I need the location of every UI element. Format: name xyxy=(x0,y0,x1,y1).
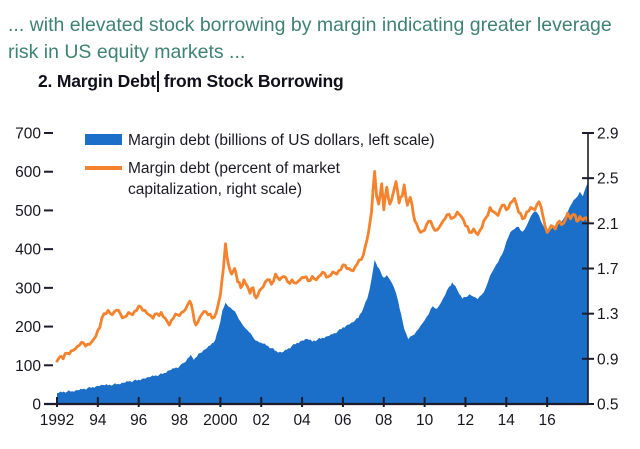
chart-title-right: from Stock Borrowing xyxy=(163,71,344,91)
right-axis-label: 1.3 xyxy=(597,306,619,323)
x-axis-label: 2000 xyxy=(203,412,238,429)
margin-debt-area-series xyxy=(57,182,588,404)
legend-item-margin-debt-billions: Margin debt (billions of US dollars, lef… xyxy=(85,130,435,151)
text-cursor xyxy=(156,71,159,92)
x-axis-label: 14 xyxy=(498,412,516,429)
left-axis-label: 300 xyxy=(15,280,41,297)
right-axis-label: 0.9 xyxy=(597,351,619,368)
legend-label-line2: capitalization, right scale) xyxy=(128,181,303,198)
left-axis-label: 200 xyxy=(15,319,41,336)
x-axis-label: 16 xyxy=(539,412,556,429)
legend-label: Margin debt (percent of market capitaliz… xyxy=(128,158,340,200)
left-axis-label: 500 xyxy=(15,203,41,220)
right-axis-label: 1.7 xyxy=(597,261,619,278)
left-axis-label: 400 xyxy=(15,242,41,259)
x-axis-label: 02 xyxy=(253,412,270,429)
chart-canvas: 700 600 500 400 300 200 100 0 2.9 2.5 2.1 1.7 1.3 0.9… xyxy=(15,126,619,430)
x-axis-label: 1992 xyxy=(40,412,74,429)
right-axis-label: 2.9 xyxy=(597,126,619,143)
left-axis-label: 0 xyxy=(32,397,41,414)
x-axis-label: 10 xyxy=(416,412,434,429)
x-axis-label: 96 xyxy=(130,412,147,429)
area-swatch xyxy=(85,134,122,145)
x-axis-label: 04 xyxy=(293,412,311,429)
margin-debt-percent-line-series xyxy=(55,170,590,363)
chart-title-left: 2. Margin Debt xyxy=(38,71,156,91)
x-axis-label: 98 xyxy=(171,412,188,429)
left-axis-label: 700 xyxy=(15,126,41,143)
legend-label: Margin debt (billions of US dollars, lef… xyxy=(128,132,435,149)
chart-legend: Margin debt (billions of US dollars, lef… xyxy=(85,130,435,207)
legend-item-margin-debt-percent: Margin debt (percent of market capitaliz… xyxy=(85,158,435,200)
x-axis-label: 94 xyxy=(89,412,107,429)
x-axis-label: 06 xyxy=(334,412,351,429)
right-axis-label: 0.5 xyxy=(597,397,619,414)
intro-line-1: ... with elevated stock borrowing by mar… xyxy=(8,14,612,36)
legend-label-line1: Margin debt (percent of market xyxy=(128,160,340,177)
x-axis-label: 08 xyxy=(375,412,392,429)
left-axis-label: 600 xyxy=(15,164,41,181)
right-axis-label: 2.1 xyxy=(597,216,619,233)
intro-text: ... with elevated stock borrowing by mar… xyxy=(8,12,636,66)
left-axis-label: 100 xyxy=(15,358,41,375)
right-axis-label: 2.5 xyxy=(597,171,619,188)
line-swatch xyxy=(85,166,122,170)
intro-line-2: risk in US equity markets ... xyxy=(8,41,246,63)
x-axis-label: 12 xyxy=(457,412,474,429)
chart-title: 2. Margin Debt from Stock Borrowing xyxy=(38,71,344,92)
